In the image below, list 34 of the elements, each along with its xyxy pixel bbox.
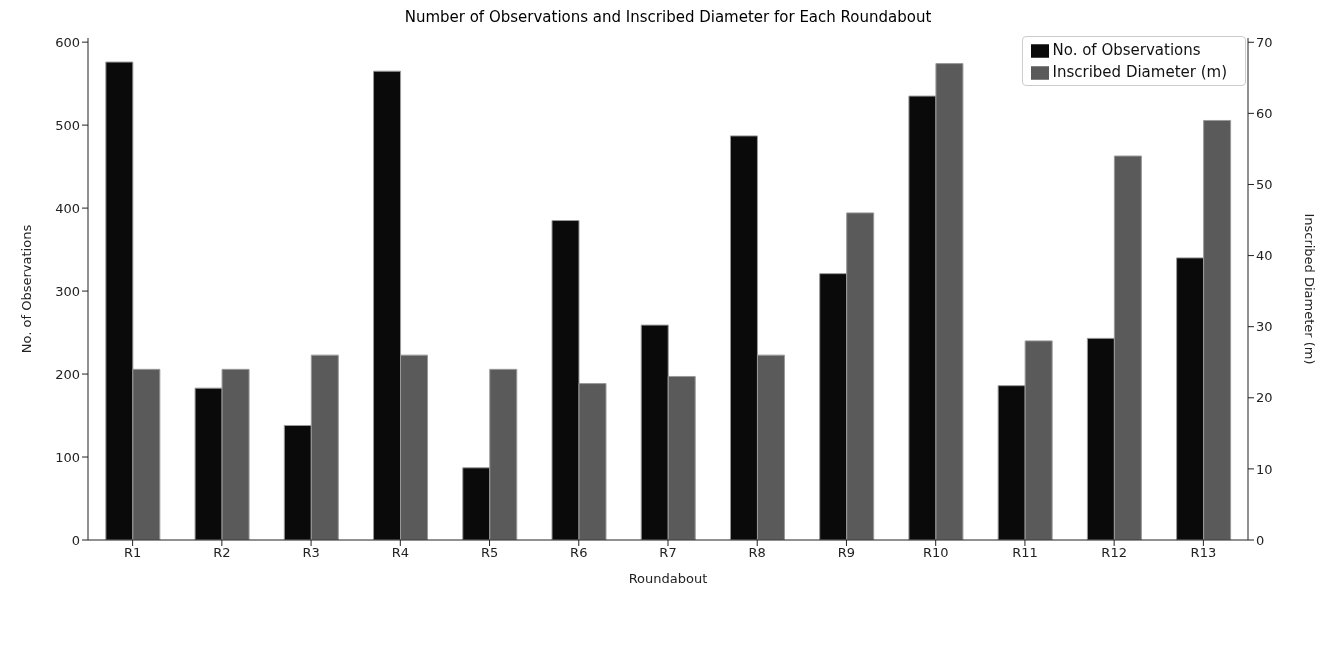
- y2-tick-label: 0: [1256, 532, 1265, 548]
- y-tick-label: 500: [55, 117, 80, 133]
- y-tick-label: 200: [55, 366, 80, 382]
- x-tick-label: R12: [1101, 545, 1127, 561]
- x-tick-label: R4: [391, 545, 409, 561]
- y2-tick-label: 60: [1256, 105, 1273, 121]
- y2-tick-label: 70: [1256, 34, 1273, 50]
- chart-title: Number of Observations and Inscribed Diameter for Each Roundabout: [403, 8, 933, 28]
- y2-tick-label: 40: [1256, 248, 1273, 264]
- x-tick-label: R1: [123, 545, 142, 561]
- legend-label: No. of Observations: [1052, 41, 1201, 59]
- y-tick-label: 600: [55, 34, 80, 50]
- y2-tick-label: 10: [1256, 461, 1273, 477]
- x-tick-label: R3: [302, 545, 320, 561]
- x-tick-label: R10: [922, 545, 949, 561]
- x-tick-label: R8: [748, 545, 766, 561]
- x-tick-label: R7: [659, 545, 677, 561]
- y2-tick-label: 30: [1256, 319, 1273, 335]
- y2-tick-label: 20: [1256, 390, 1273, 406]
- y-tick-label: 0: [71, 532, 80, 548]
- y-tick-label: 300: [55, 283, 80, 299]
- x-tick-label: R5: [480, 545, 499, 561]
- y2-axis-title: Inscribed Diameter (m): [1302, 213, 1318, 365]
- x-tick-label: R9: [837, 545, 856, 561]
- y-tick-label: 400: [55, 200, 80, 216]
- x-tick-label: R2: [213, 545, 231, 561]
- y-axis-title: No. of Observations: [18, 224, 34, 354]
- y2-tick-label: 50: [1256, 177, 1273, 193]
- legend-label: Inscribed Diameter (m): [1052, 63, 1227, 81]
- x-tick-label: R11: [1012, 545, 1038, 561]
- x-tick-label: R6: [570, 545, 588, 561]
- y-tick-label: 100: [55, 449, 80, 465]
- x-tick-label: R13: [1190, 545, 1217, 561]
- x-axis-title: Roundabout: [628, 571, 708, 586]
